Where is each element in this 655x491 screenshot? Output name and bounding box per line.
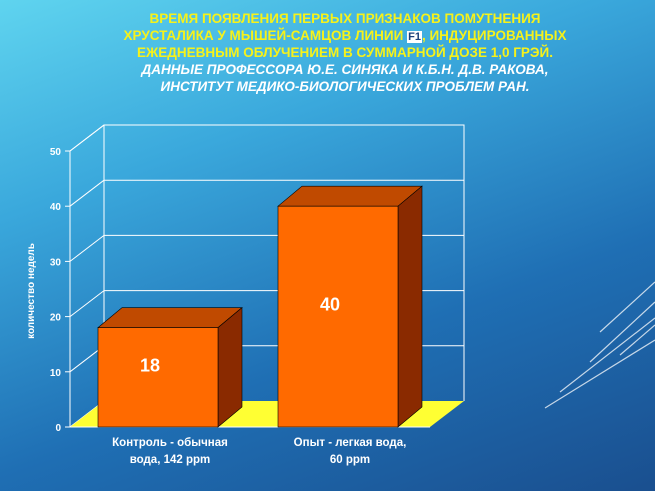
deco-line	[619, 324, 655, 356]
deco-line	[589, 301, 655, 363]
deco-line	[599, 281, 655, 333]
y-tick-label: 0	[55, 423, 61, 434]
bar	[277, 205, 399, 428]
y-tick-label: 50	[50, 147, 62, 158]
bar-top	[277, 185, 423, 207]
y-tick-label: 40	[50, 202, 62, 213]
title-line-2b: , ИНДУЦИРОВАННЫХ	[421, 28, 567, 43]
y-axis-label: количество недель	[26, 243, 37, 339]
x-tick-label: 60 ppm	[330, 454, 370, 466]
bar	[97, 327, 219, 428]
title-line-5: ИНСТИТУТ МЕДИКО-БИОЛОГИЧЕСКИХ ПРОБЛЕМ РА…	[160, 79, 530, 94]
plot-area: 0 10 20 30 40 50 количество недель 18 Контроль -…	[26, 124, 465, 466]
gridline	[69, 290, 105, 317]
x-tick-label: вода, 142 ppm	[130, 454, 211, 466]
data-label: 18	[140, 355, 160, 375]
title-line-3: ЕЖЕДНЕВНЫМ ОБЛУЧЕНИЕМ В СУММАРНОЙ ДОЗЕ 1…	[137, 45, 553, 60]
y-tick-label: 10	[50, 368, 62, 379]
title-line-2a: ХРУСТАЛИКА У МЫШЕЙ-САМЦОВ ЛИНИИ	[123, 28, 408, 43]
deco-line	[559, 317, 655, 393]
x-tick-label: Опыт - легкая вода,	[294, 437, 407, 449]
title-line-1: ВРЕМЯ ПОЯВЛЕНИЯ ПЕРВЫХ ПРИЗНАКОВ ПОМУТНЕ…	[149, 11, 541, 26]
x-tick-label: Контроль - обычная	[112, 437, 228, 449]
slide-title: ВРЕМЯ ПОЯВЛЕНИЯ ПЕРВЫХ ПРИЗНАКОВ ПОМУТНЕ…	[60, 10, 630, 95]
gridline	[69, 124, 105, 152]
y-tick-label: 30	[50, 257, 62, 268]
title-line-2-box: F1	[407, 31, 422, 43]
decorative-lines	[544, 281, 655, 409]
title-line-2: ХРУСТАЛИКА У МЫШЕЙ-САМЦОВ ЛИНИИ F1, ИНДУ…	[60, 27, 630, 44]
y-tick-label: 20	[50, 313, 62, 324]
bar-side	[217, 306, 243, 428]
bar-top	[97, 307, 243, 328]
bar-side	[397, 185, 423, 428]
deco-line	[544, 339, 655, 409]
gridline	[69, 179, 105, 207]
gridline	[69, 235, 105, 262]
title-line-4: ДАННЫЕ ПРОФЕССОРА Ю.Е. СИНЯКА И К.Б.Н. Д…	[141, 62, 549, 77]
data-label: 40	[320, 295, 340, 315]
